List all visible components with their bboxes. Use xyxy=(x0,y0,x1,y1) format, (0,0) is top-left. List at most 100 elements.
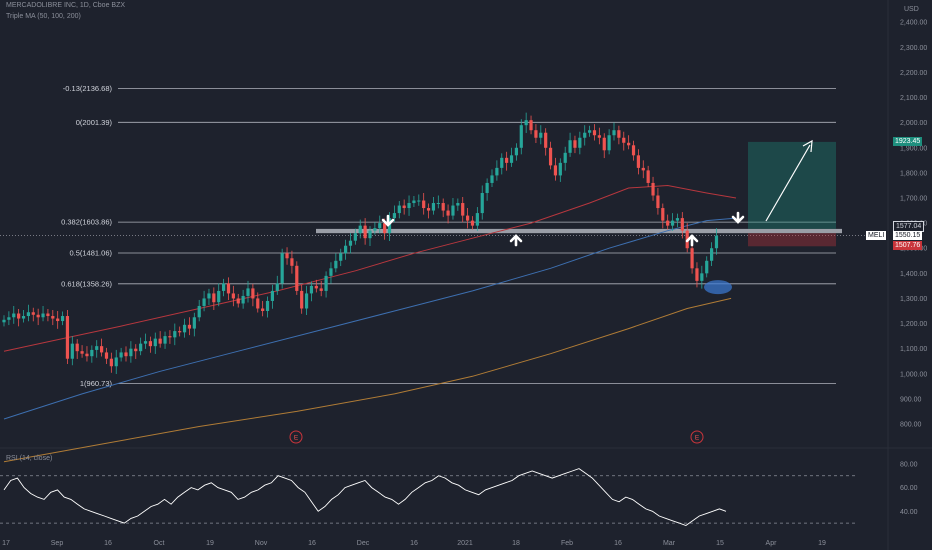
candle-body xyxy=(7,317,11,320)
candle-body xyxy=(280,253,284,284)
candle-body xyxy=(602,137,606,151)
candle-body xyxy=(573,140,577,148)
candle-body xyxy=(690,248,694,269)
candle-body xyxy=(246,288,250,296)
time-axis-label: Sep xyxy=(51,540,64,547)
time-axis-label: 16 xyxy=(614,540,622,547)
arrow-up-icon xyxy=(685,234,699,247)
candle-body xyxy=(202,298,206,306)
candle-body xyxy=(46,313,50,317)
current-price-tag: 1550.15 xyxy=(893,231,923,240)
candle-body xyxy=(539,132,543,138)
candle-body xyxy=(631,145,636,156)
fib-level-label: 0.5(1481.06) xyxy=(69,248,112,257)
candle-body xyxy=(265,300,270,312)
candle-body xyxy=(75,343,79,352)
candle-body xyxy=(514,147,518,156)
rsi-line xyxy=(3,468,727,527)
fib-level-label: -0.13(2136.68) xyxy=(63,84,113,93)
earnings-marker-icon xyxy=(289,430,303,444)
time-axis-label: Nov xyxy=(255,540,268,547)
price-tick-label: 1,000.00 xyxy=(900,371,927,378)
candle-body xyxy=(70,343,74,359)
candle-body xyxy=(714,235,719,249)
time-axis-label: Dec xyxy=(357,540,370,547)
candle-body xyxy=(529,120,533,131)
time-axis-label: 16 xyxy=(410,540,418,547)
candle-body xyxy=(85,353,89,357)
candle-body xyxy=(21,316,26,319)
symbol-tag: MELI xyxy=(866,231,887,240)
ma100-line xyxy=(3,217,737,420)
candle-body xyxy=(646,170,650,183)
stop-zone xyxy=(748,233,836,247)
candle-body xyxy=(675,218,680,221)
candle-body xyxy=(41,313,45,318)
candle-body xyxy=(100,346,104,353)
candle-body xyxy=(163,336,167,344)
candle-body xyxy=(524,120,528,126)
price-tick-label: 2,300.00 xyxy=(900,45,927,52)
candle-body xyxy=(182,324,187,333)
candle-body xyxy=(392,213,396,219)
price-tick-label: 2,100.00 xyxy=(900,95,927,102)
candle-body xyxy=(412,200,416,204)
ma50-line xyxy=(3,184,737,352)
rsi-tick-label: 40.00 xyxy=(900,509,918,516)
indicator-label: Triple MA (50, 100, 200) xyxy=(6,13,81,20)
candle-body xyxy=(173,331,177,338)
fib-level-label: 0(2001.39) xyxy=(76,118,113,127)
candle-body xyxy=(505,157,509,163)
price-tick-label: 1,200.00 xyxy=(900,321,927,328)
candle-body xyxy=(466,215,470,221)
candle-body xyxy=(495,167,499,176)
candle-body xyxy=(143,341,148,344)
time-axis-label: 16 xyxy=(308,540,316,547)
candle-body xyxy=(207,293,211,299)
candle-body xyxy=(339,253,343,261)
candle-body xyxy=(387,218,392,234)
candle-body xyxy=(197,305,201,318)
target-zone xyxy=(748,141,836,229)
candle-body xyxy=(695,268,699,281)
candle-body xyxy=(168,336,172,338)
earnings-marker-label: E xyxy=(695,435,700,442)
candle-body xyxy=(568,140,572,153)
candle-body xyxy=(534,130,538,138)
price-tick-label: 1,900.00 xyxy=(900,145,927,152)
candle-body xyxy=(300,290,304,309)
candle-body xyxy=(378,223,382,229)
candle-body xyxy=(344,245,348,254)
candle-body xyxy=(251,288,255,299)
candle-body xyxy=(705,260,709,274)
candle-body xyxy=(95,346,99,350)
time-axis-label: Apr xyxy=(766,540,778,547)
time-axis-label: Oct xyxy=(154,540,165,547)
candle-body xyxy=(314,285,318,289)
earnings-marker-icon xyxy=(690,430,704,444)
price-tick-label: 2,400.00 xyxy=(900,20,927,27)
candle-body xyxy=(124,352,128,357)
time-axis-label: 15 xyxy=(716,540,724,547)
candle-body xyxy=(407,203,411,209)
time-axis-label: Mar xyxy=(663,540,676,547)
candle-body xyxy=(212,293,216,303)
candle-body xyxy=(114,357,118,367)
price-tick-label: 1,100.00 xyxy=(900,346,927,353)
candle-body xyxy=(548,147,553,166)
candle-body xyxy=(192,317,196,329)
candle-body xyxy=(80,351,84,354)
candle-body xyxy=(597,135,601,138)
candle-body xyxy=(275,283,279,291)
candle-body xyxy=(304,293,309,309)
candle-body xyxy=(641,167,645,171)
candle-body xyxy=(509,155,514,163)
price-tick-label: 2,200.00 xyxy=(900,70,927,77)
candle-body xyxy=(187,324,192,329)
candle-body xyxy=(670,220,675,226)
candle-body xyxy=(236,298,240,304)
candle-body xyxy=(31,312,35,315)
candle-body xyxy=(241,295,245,304)
